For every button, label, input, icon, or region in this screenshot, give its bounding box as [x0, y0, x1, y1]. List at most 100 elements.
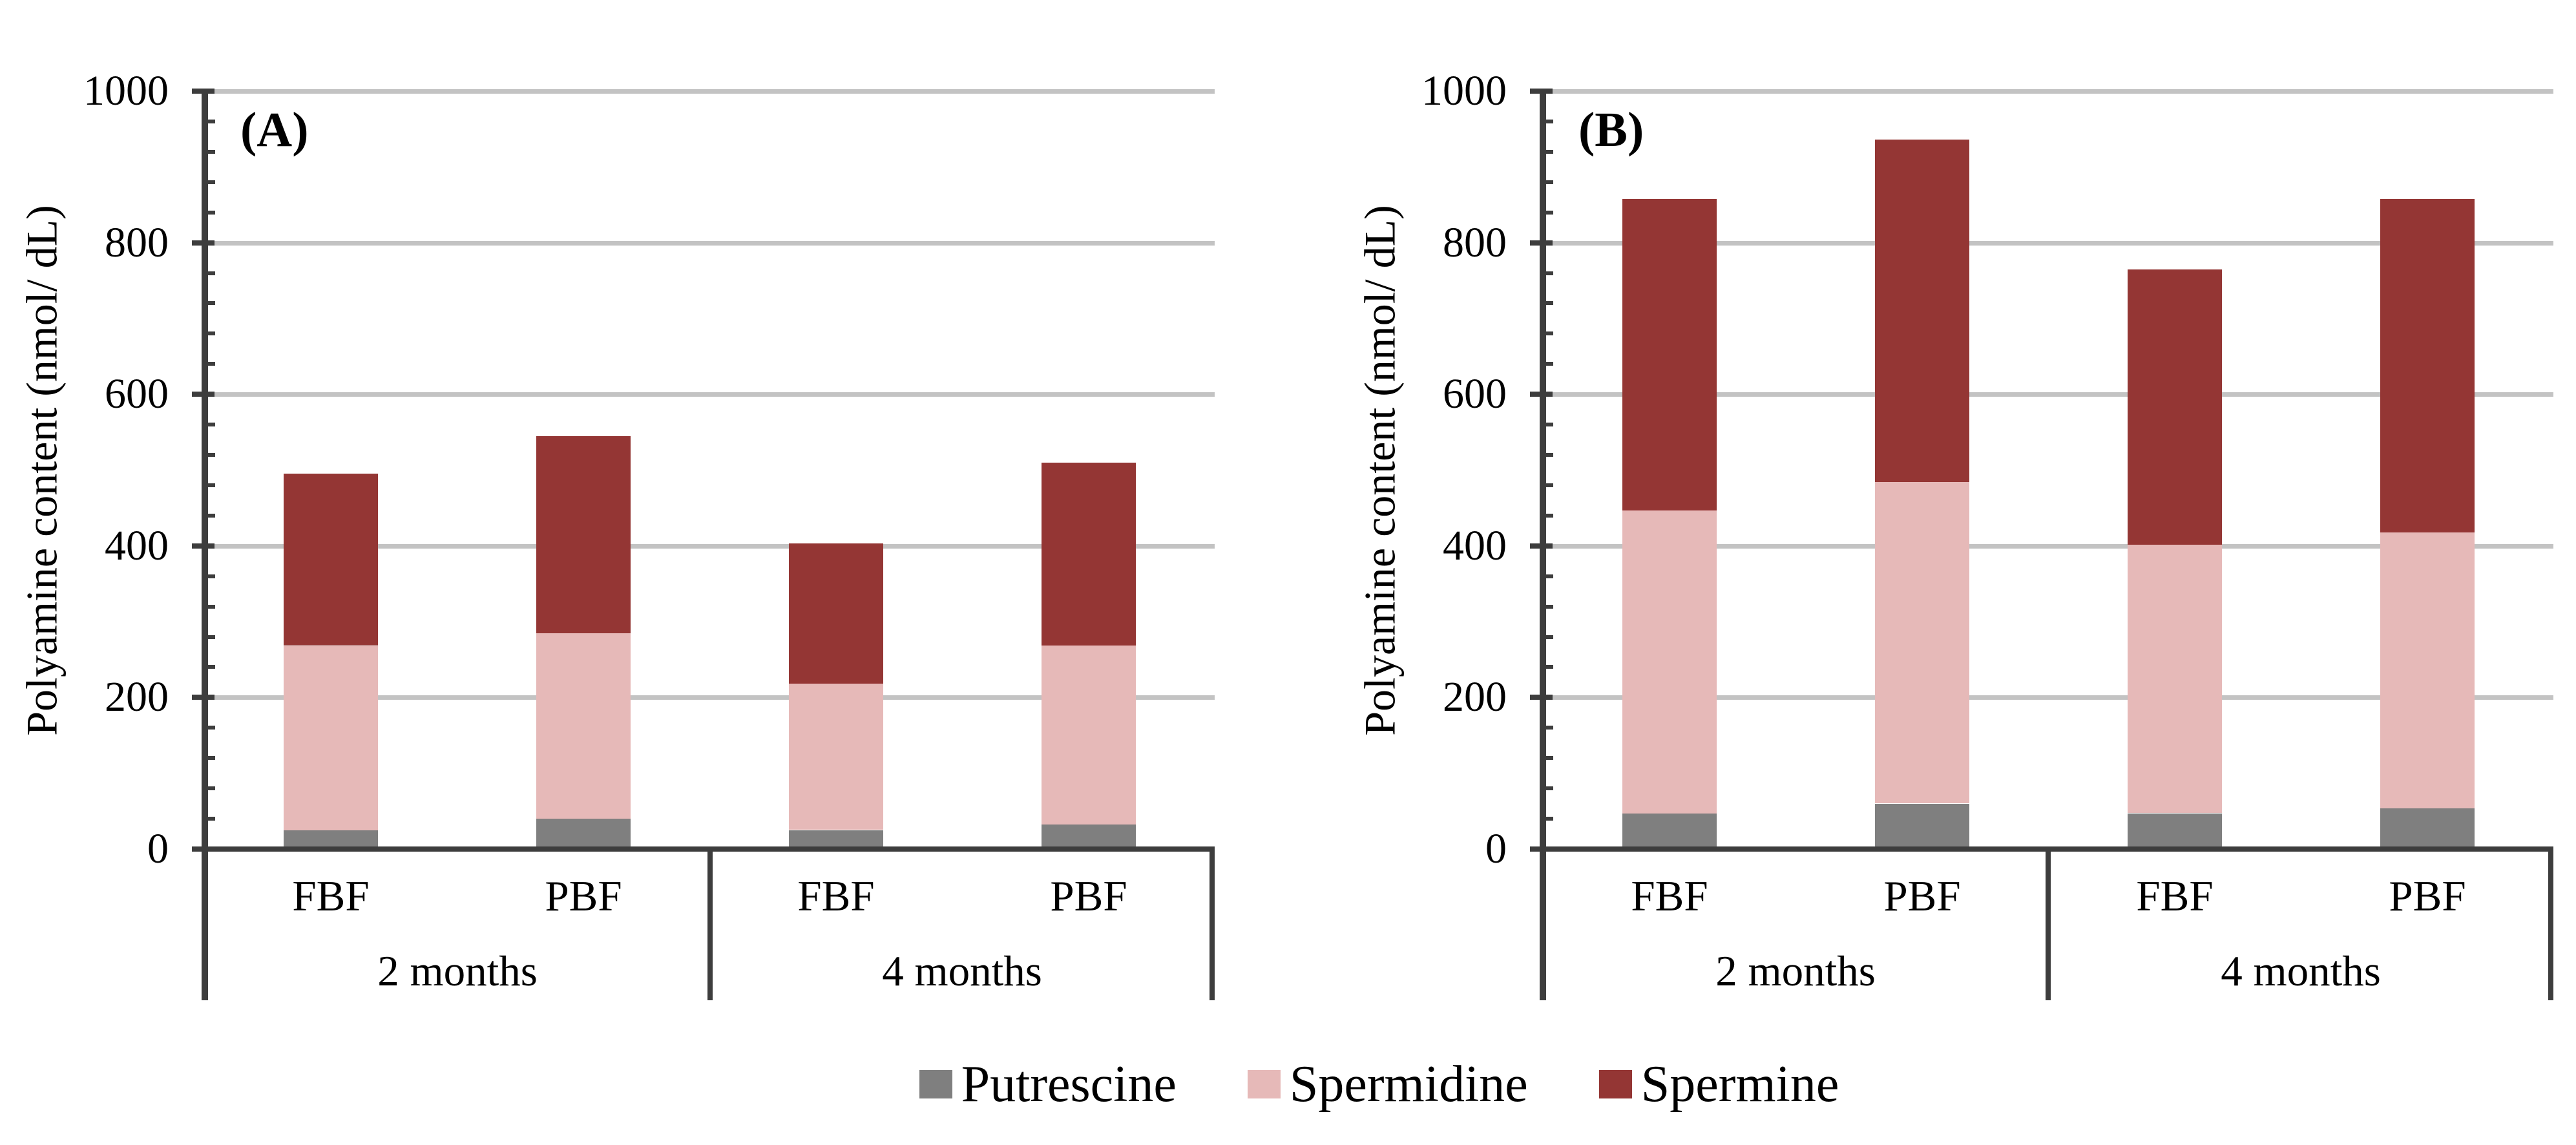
y-tick-label: 400: [105, 521, 169, 569]
y-tick-label: 0: [147, 825, 169, 872]
y-minor-tick: [1546, 786, 1553, 791]
panel-label: (A): [240, 103, 309, 157]
gridline: [1543, 89, 2553, 94]
y-minor-tick: [208, 665, 215, 669]
y-minor-tick: [208, 271, 215, 275]
category-divider: [707, 849, 713, 1000]
category-box-right: [1209, 849, 1215, 1000]
y-minor-tick: [208, 180, 215, 184]
legend-item-putrescine: Putrescine: [919, 1058, 1177, 1110]
bar-segment-spermidine: [789, 684, 883, 830]
bar-segment-putrescine: [1875, 804, 1969, 849]
bar-segment-spermine: [2128, 269, 2222, 545]
gridline: [1543, 695, 2553, 700]
bar-segment-spermidine: [1622, 510, 1717, 814]
legend-swatch: [919, 1070, 952, 1098]
legend-swatch: [1247, 1070, 1281, 1098]
gridline: [1543, 392, 2553, 397]
y-minor-tick: [208, 149, 215, 154]
y-minor-tick: [208, 604, 215, 609]
y-minor-tick: [1546, 513, 1553, 518]
y-tick-label: 0: [1485, 825, 1507, 872]
y-minor-tick: [208, 756, 215, 761]
y-minor-tick: [208, 362, 215, 366]
y-minor-tick: [1546, 453, 1553, 457]
y-minor-tick: [1546, 210, 1553, 215]
y-minor-tick: [1546, 149, 1553, 154]
y-minor-tick: [208, 483, 215, 487]
x-group-label: 2 months: [1715, 947, 1876, 995]
y-minor-tick: [208, 331, 215, 336]
legend-item-spermine: Spermine: [1598, 1058, 1839, 1110]
bar-segment-putrescine: [789, 830, 883, 849]
bar-segment-spermine: [1622, 199, 1717, 510]
y-axis-title: Polyamine content (nmol/ dL): [17, 205, 67, 736]
bar-segment-spermine: [1875, 140, 1969, 482]
y-minor-tick: [1546, 331, 1553, 336]
y-tick-label: 1000: [1421, 67, 1507, 114]
y-tick-label: 600: [105, 370, 169, 418]
x-category-label: FBF: [2136, 872, 2214, 920]
bar-segment-putrescine: [2380, 808, 2475, 849]
y-minor-tick: [1546, 665, 1553, 669]
x-category-label: PBF: [1883, 872, 1961, 920]
y-tick-label: 800: [1443, 218, 1507, 266]
x-category-label: FBF: [1631, 872, 1708, 920]
bar-segment-putrescine: [2128, 814, 2222, 849]
y-tick-label: 800: [105, 218, 169, 266]
panel-label: (B): [1578, 103, 1644, 157]
category-box-right: [2548, 849, 2553, 1000]
bar-segment-spermine: [284, 474, 378, 646]
bar-segment-putrescine: [1042, 825, 1136, 849]
gridline: [205, 392, 1215, 397]
y-minor-tick: [208, 119, 215, 123]
gridline: [205, 695, 1215, 700]
y-minor-tick: [208, 817, 215, 821]
legend-label: Spermidine: [1289, 1056, 1528, 1113]
legend-item-spermidine: Spermidine: [1247, 1056, 1528, 1113]
gridline: [205, 89, 1215, 94]
y-axis-title: Polyamine content (nmol/ dL): [1355, 205, 1405, 736]
gridline: [1543, 543, 2553, 549]
bar-segment-spermidine: [1875, 482, 1969, 803]
x-group-label: 2 months: [377, 947, 538, 995]
y-minor-tick: [1546, 180, 1553, 184]
y-minor-tick: [208, 574, 215, 578]
y-minor-tick: [208, 635, 215, 639]
legend-swatch: [1598, 1070, 1632, 1098]
bar-segment-spermidine: [2128, 544, 2222, 813]
y-minor-tick: [1546, 726, 1553, 730]
x-category-label: PBF: [1050, 872, 1127, 920]
bar-segment-spermidine: [284, 646, 378, 830]
y-minor-tick: [1546, 301, 1553, 306]
y-minor-tick: [1546, 635, 1553, 639]
y-minor-tick: [1546, 271, 1553, 275]
x-category-label: PBF: [2389, 872, 2466, 920]
y-minor-tick: [1546, 483, 1553, 487]
y-minor-tick: [1546, 817, 1553, 821]
y-tick-label: 1000: [83, 67, 169, 114]
bar-segment-spermidine: [1042, 645, 1136, 825]
y-minor-tick: [208, 726, 215, 730]
legend-label: Putrescine: [961, 1056, 1177, 1113]
bar-segment-spermine: [1042, 463, 1136, 646]
legend: Putrescine Spermidine Spermine: [205, 1058, 2553, 1110]
y-axis-line: [1540, 91, 1546, 1000]
y-minor-tick: [208, 786, 215, 791]
x-category-label: FBF: [797, 872, 875, 920]
bar-segment-putrescine: [536, 819, 631, 849]
bar-segment-putrescine: [284, 830, 378, 849]
bar-segment-spermine: [2380, 199, 2475, 532]
x-group-label: 4 months: [2221, 947, 2381, 995]
y-minor-tick: [1546, 604, 1553, 609]
x-group-label: 4 months: [882, 947, 1042, 995]
bar-segment-spermidine: [536, 633, 631, 819]
y-minor-tick: [208, 210, 215, 215]
gridline: [205, 543, 1215, 549]
y-minor-tick: [208, 513, 215, 518]
y-tick-label: 400: [1443, 521, 1507, 569]
y-tick-label: 200: [1443, 673, 1507, 721]
bar-segment-spermine: [789, 543, 883, 684]
y-minor-tick: [1546, 362, 1553, 366]
